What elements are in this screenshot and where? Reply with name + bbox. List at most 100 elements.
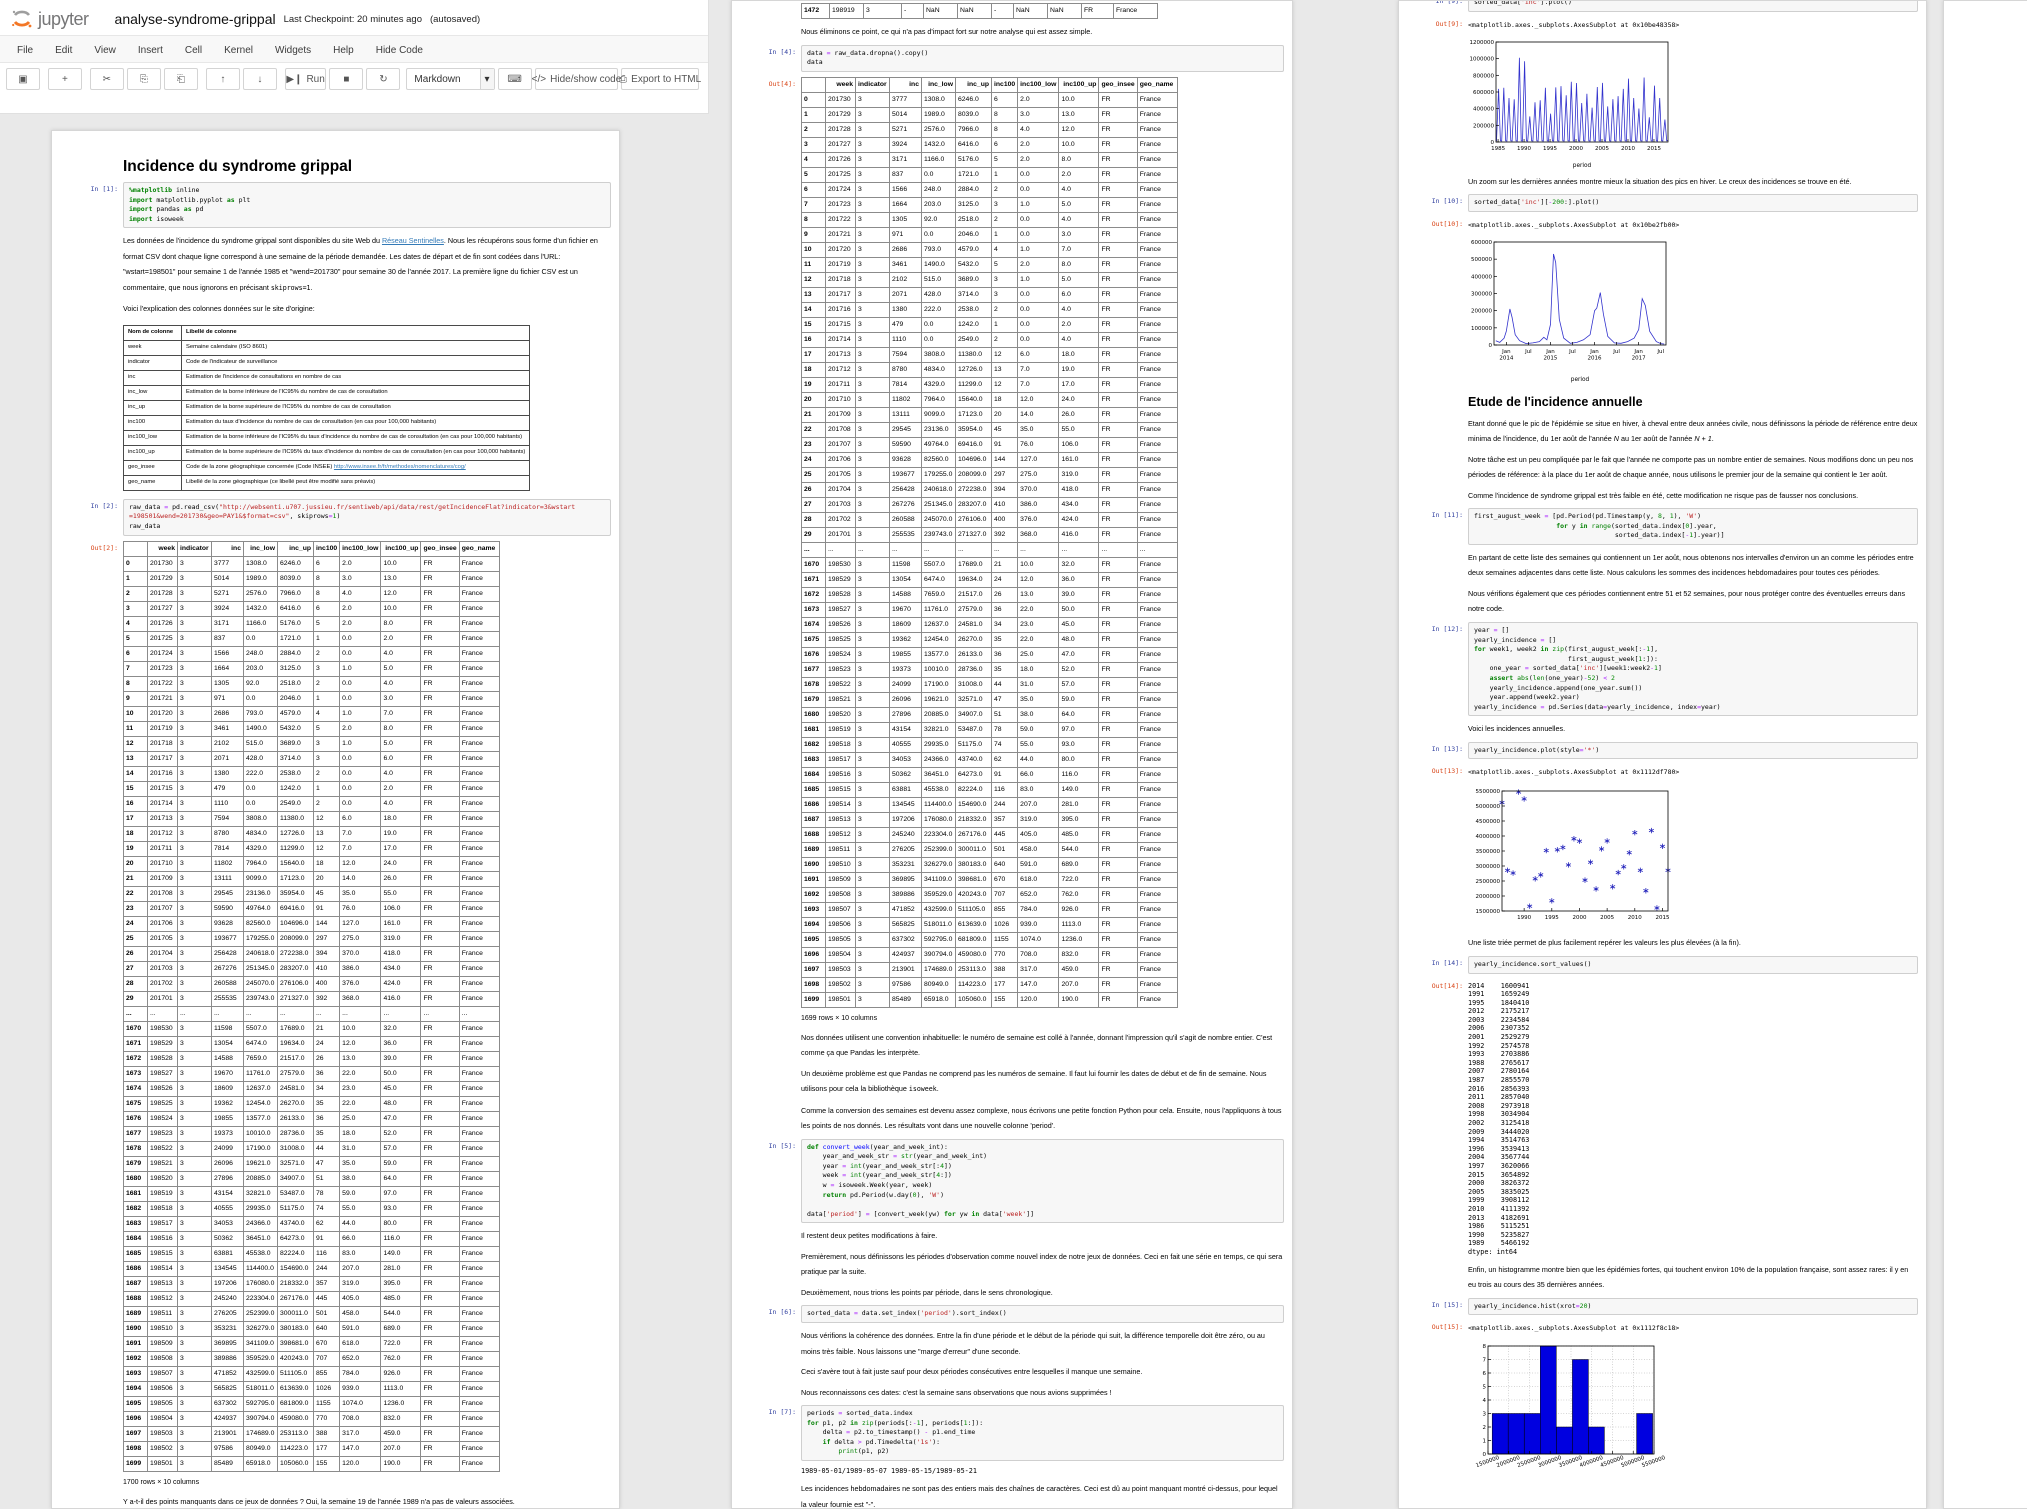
output-prompt: Out[15]: (1431, 1323, 1463, 1332)
code-cell[interactable]: In [7]: periods = sorted_data.index for p… (732, 1405, 1292, 1461)
code-cell[interactable]: In [2]: raw_data = pd.read_csv("http://we… (52, 498, 619, 536)
code-cell[interactable]: In [10]: sorted_data['inc'][-200:].plot() (1399, 194, 1926, 212)
table-row: 7 201723 3 1664 203.0 3125.0 3 1.0 5.0 FR France (123, 660, 500, 677)
copy-cell-button[interactable]: ⎘ (126, 68, 161, 90)
code-cell[interactable]: In [13]: yearly_incidence.plot(style='*') (1399, 741, 1926, 760)
paste-cell-button[interactable]: ⎗ (163, 68, 198, 90)
notebook-title[interactable]: analyse-syndrome-grippal (114, 11, 276, 27)
restart-kernel-button[interactable]: ↻ (366, 68, 401, 90)
run-button[interactable]: ▶❙ Run (284, 68, 327, 90)
input-prompt (1399, 488, 1468, 491)
move-cell-down-button[interactable]: ↓ (242, 68, 277, 90)
table-row: 6 201724 3 1566 248.0 2884.0 2 0.0 4.0 FR France (123, 645, 500, 662)
table-row: 26 201704 3 256428 240618.0 272238.0 394 370.0 4… (123, 945, 500, 962)
table-row: 8 201722 3 1305 92.0 2518.0 2 0.0 4.0 FR France (801, 211, 1178, 228)
code-input[interactable]: sorted_data['inc'].plot() (1468, 1, 1918, 12)
svg-text:5500000: 5500000 (1641, 1455, 1667, 1469)
markdown-paragraph: Nous vérifions la cohérence des données.… (801, 1331, 1265, 1356)
table-row: ................................. (801, 541, 1178, 558)
menu-kernel[interactable]: Kernel (224, 45, 254, 56)
table-row: 2 201728 3 5271 2576.0 7966.0 8 4.0 12.0 FR France (801, 121, 1178, 138)
hide-show-code-button[interactable]: </> Hide/show code (532, 68, 621, 90)
code-cell[interactable]: In [1]: %matplotlib inline import matplot… (52, 182, 619, 229)
save-button[interactable]: ▣ (6, 68, 40, 90)
table-row: 25 201705 3 193677 179255.0 208099.0 297 275.0 3… (801, 466, 1178, 483)
code-input[interactable]: yearly_incidence.plot(style='*') (1468, 741, 1918, 760)
svg-text:1990: 1990 (1517, 146, 1531, 152)
markdown-cell: Notre tâche est un peu compliquée par le… (1399, 452, 1926, 483)
table-row: 1671 198529 3 13054 6474.0 19634.0 24 12.0 36.0 F… (801, 571, 1178, 588)
code-input[interactable]: sorted_data['inc'][-200:].plot() (1468, 194, 1918, 212)
table-row: 1694 198506 3 565825 518011.0 613639.0 1026 939… (123, 1380, 500, 1397)
code-cell[interactable]: In [4]: data = raw_data.dropna().copy() d… (732, 44, 1292, 72)
menu-file[interactable]: File (17, 45, 34, 56)
notebook-page-4-sliver (1943, 0, 2027, 1509)
dataframe-table: week indicator inc inc_low inc_up inc100 inc10… (801, 76, 1178, 1008)
code-cell[interactable]: In [15]: yearly_incidence.hist(xrot=20) (1399, 1297, 1926, 1316)
menu-cell[interactable]: Cell (184, 45, 203, 56)
code-input[interactable]: first_august_week = [pd.Period(pd.Timest… (1468, 508, 1918, 545)
menu-widgets[interactable]: Widgets (275, 45, 312, 56)
menu-edit[interactable]: Edit (55, 45, 73, 56)
move-cell-down-icon: ↓ (257, 73, 263, 85)
input-prompt: In [13]: (1431, 744, 1463, 753)
menu-help[interactable]: Help (333, 45, 354, 56)
out15-plot: 0123456781500000200000025000003000000350… (1475, 1344, 1667, 1469)
document-icon: ⎙ (619, 73, 628, 85)
svg-text:3500000: 3500000 (1476, 849, 1501, 855)
table-row: 1693 198507 3 471852 432599.0 511105.0 855 784.… (801, 901, 1178, 918)
move-cell-up-button[interactable]: ↑ (205, 68, 240, 90)
jupyter-logo[interactable]: jupyter (10, 7, 89, 31)
svg-text:5000000: 5000000 (1476, 804, 1501, 810)
svg-text:1500000: 1500000 (1476, 909, 1501, 915)
table-row: inc100_low Estimation de la borne inférie… (123, 429, 531, 446)
table-row: 15 201715 3 479 0.0 1242.0 1 0.0 2.0 FR France (801, 316, 1178, 333)
menu-view[interactable]: View (94, 45, 116, 56)
keyboard-shortcuts-button[interactable]: ⌨ (497, 68, 532, 90)
code-input[interactable]: periods = sorted_data.index for p1, p2 i… (801, 1405, 1284, 1461)
cell-type-select[interactable]: Markdown ▾ (406, 68, 495, 90)
table-row: 19 201711 3 7814 4329.0 11299.0 12 7.0 17.0 FR Fra… (123, 840, 500, 857)
export-to-html-button[interactable]: ⎙ Export to HTML (619, 68, 701, 90)
table-row: 1696 198504 3 424937 390794.0 459080.0 770 708.… (123, 1410, 500, 1427)
input-prompt: In [7]: (768, 1408, 796, 1417)
input-prompt: In [4]: (768, 47, 796, 56)
output-cell: Out[10]: <matplotlib.axes._subplots.AxesS… (1399, 217, 1926, 230)
markdown-link[interactable]: Réseau Sentinelles (381, 236, 444, 246)
input-prompt (732, 24, 801, 27)
code-input[interactable]: yearly_incidence.hist(xrot=20) (1468, 1297, 1918, 1316)
code-cell[interactable]: In [11]: first_august_week = [pd.Period(p… (1399, 508, 1926, 545)
cut-cell-button[interactable]: ✂ (89, 68, 124, 90)
output-cell: Out[4]: week indicator inc inc_low inc_up inc1… (732, 76, 1292, 1025)
output-prompt: Out[10]: (1431, 219, 1463, 228)
code-input[interactable]: yearly_incidence.sort_values() (1468, 955, 1918, 974)
code-input[interactable]: year = [] yearly_incidence = [] for week… (1468, 621, 1918, 717)
code-cell[interactable]: In [14]: yearly_incidence.sort_values() (1399, 955, 1926, 974)
code-cell[interactable]: In [5]: def convert_week(year_and_week_in… (732, 1138, 1292, 1224)
code-input[interactable]: raw_data = pd.read_csv("http://websenti.… (123, 498, 611, 536)
chevron-down-icon: ▾ (479, 69, 494, 89)
markdown-paragraph: Y a-t-il des points manquants dans ce je… (123, 1496, 515, 1506)
svg-text:4500000: 4500000 (1476, 819, 1501, 825)
code-input[interactable]: %matplotlib inline import matplotlib.pyp… (123, 182, 611, 229)
code-cell[interactable]: In [9]: sorted_data['inc'].plot() (1399, 1, 1926, 12)
table-row: 0 201730 3 3777 1308.0 6246.0 6 2.0 10.0 FR France (123, 555, 500, 572)
svg-text:8: 8 (1483, 1344, 1487, 1350)
output-cell: Out[2]: week indicator inc inc_low inc_up inc1… (52, 540, 619, 1489)
table-row: inc_low Estimation de la borne inférieure… (123, 384, 531, 401)
svg-text:Jul: Jul (1524, 349, 1532, 355)
code-input[interactable]: data = raw_data.dropna().copy() data (801, 44, 1284, 72)
table-row: 10 201720 3 2686 793.0 4579.0 4 1.0 7.0 FR France (801, 241, 1178, 258)
stop-button[interactable]: ■ (329, 68, 364, 90)
add-cell-button[interactable]: + (47, 68, 82, 90)
menu-insert[interactable]: Insert (137, 45, 163, 56)
markdown-link[interactable]: http://www.insee.fr/fr/methodes/nomencla… (333, 464, 466, 471)
code-input[interactable]: def convert_week(year_and_week_int): yea… (801, 1138, 1284, 1224)
code-cell[interactable]: In [12]: year = [] yearly_incidence = [] … (1399, 621, 1926, 717)
code-cell[interactable]: In [6]: sorted_data = data.set_index('per… (732, 1305, 1292, 1324)
menu-hide-code[interactable]: Hide Code (375, 45, 423, 56)
code-input[interactable]: sorted_data = data.set_index('period').s… (801, 1305, 1284, 1324)
table-row: 3 201727 3 3924 1432.0 6416.0 6 2.0 10.0 FR France (801, 136, 1178, 153)
